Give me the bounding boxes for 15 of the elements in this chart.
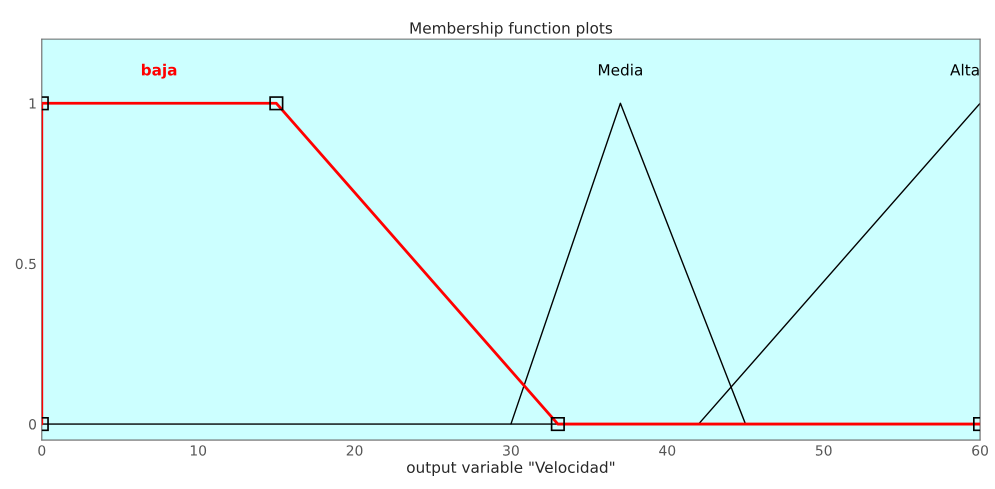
text: Media [598,64,642,76]
x-tick-label: 20 [346,445,362,456]
x-tick-label: 0 [38,445,46,456]
x-tick-label: 40 [659,445,676,456]
series-label: Alta [950,64,979,76]
y-tick-label: 1 [30,98,36,109]
y-tick-label: 0.5 [16,258,36,270]
x-tick-label: 60 [972,445,988,456]
x-axis-title: output variable "Velocidad" [407,461,614,476]
x-tick-label: 30 [503,445,519,456]
y-tick-label: 0 [29,419,36,430]
x-tick-label: 50 [816,445,832,456]
chart-title: Membership function plots [410,22,612,37]
x-tick-label: 10 [190,445,206,456]
series-label: baja [142,64,176,79]
